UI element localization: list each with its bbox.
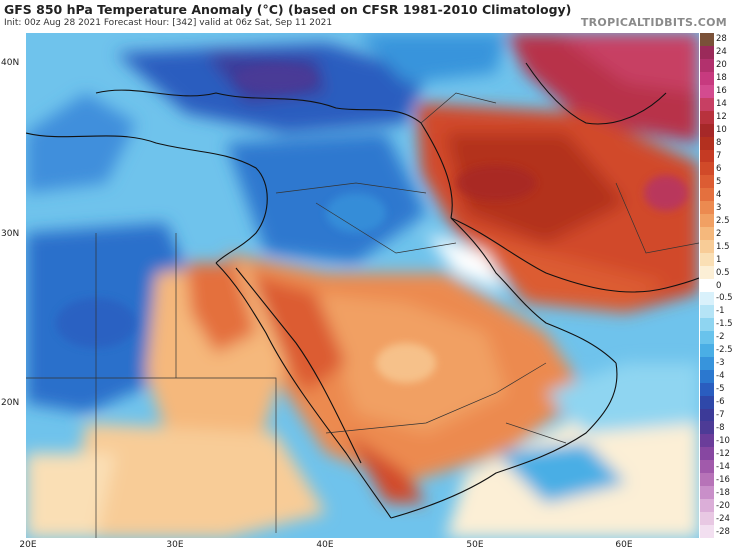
colorbar-label: -2 bbox=[716, 332, 725, 343]
colorbar-label: 7 bbox=[716, 151, 722, 161]
colorbar-swatch bbox=[700, 214, 714, 228]
colorbar-swatch bbox=[700, 162, 714, 176]
colorbar-label: 10 bbox=[716, 125, 727, 136]
colorbar-swatch bbox=[700, 512, 714, 526]
colorbar-label: -2.5 bbox=[716, 345, 733, 356]
colorbar-label: 16 bbox=[716, 86, 727, 97]
colorbar-label: 1.5 bbox=[716, 241, 730, 252]
colorbar-swatch bbox=[700, 525, 714, 539]
borders bbox=[26, 92, 699, 538]
colorbar-label: 5 bbox=[716, 176, 722, 187]
coastlines bbox=[26, 62, 699, 519]
colorbar-swatch bbox=[700, 253, 714, 267]
colorbar-swatch bbox=[700, 97, 714, 112]
colorbar-swatch bbox=[700, 486, 714, 500]
colorbar-label: -8 bbox=[716, 422, 725, 433]
colorbar-label: 4 bbox=[716, 189, 722, 200]
lon-label-60e: 60E bbox=[615, 540, 633, 550]
colorbar-swatch bbox=[700, 330, 714, 345]
colorbar-label: 6 bbox=[716, 163, 722, 174]
lon-label-50e: 50E bbox=[466, 540, 484, 550]
colorbar-label: -14 bbox=[716, 461, 730, 472]
colorbar-swatch bbox=[700, 240, 714, 254]
colorbar-label: -0.5 bbox=[716, 293, 733, 304]
lat-label-30n: 30N bbox=[1, 229, 20, 239]
colorbar-swatch bbox=[700, 279, 714, 293]
colorbar-label: -24 bbox=[716, 513, 730, 524]
colorbar-label: 1 bbox=[716, 254, 722, 265]
colorbar-label: -16 bbox=[716, 474, 730, 485]
lon-label-40e: 40E bbox=[316, 540, 334, 550]
lon-label-30e: 30E bbox=[166, 540, 184, 550]
map-title: GFS 850 hPa Temperature Anomaly (°C) (ba… bbox=[4, 2, 572, 17]
colorbar-label: -5 bbox=[716, 384, 725, 395]
colorbar-label: 18 bbox=[716, 73, 727, 84]
colorbar-label: -1.5 bbox=[716, 319, 733, 330]
colorbar-swatch bbox=[700, 33, 714, 47]
colorbar-swatch bbox=[700, 71, 714, 86]
colorbar-label: -7 bbox=[716, 409, 725, 420]
colorbar-label: 12 bbox=[716, 112, 727, 123]
colorbar-swatch bbox=[700, 45, 714, 60]
lat-label-20n: 20N bbox=[1, 398, 20, 408]
colorbar-label: 14 bbox=[716, 99, 727, 110]
colorbar-swatch bbox=[700, 136, 714, 151]
colorbar-swatch bbox=[700, 58, 714, 73]
colorbar-label: 0.5 bbox=[716, 267, 730, 278]
colorbar-swatch bbox=[700, 123, 714, 138]
colorbar-label: -20 bbox=[716, 500, 730, 511]
colorbar-label: 2 bbox=[716, 228, 722, 239]
colorbar-swatch bbox=[700, 447, 714, 461]
colorbar-swatch bbox=[700, 201, 714, 215]
anomaly-field bbox=[26, 33, 699, 538]
temperature-anomaly-map bbox=[26, 33, 699, 538]
colorbar-swatch bbox=[700, 110, 714, 125]
colorbar-swatch bbox=[700, 356, 714, 371]
colorbar-swatch bbox=[700, 395, 714, 409]
colorbar-label: 2.5 bbox=[716, 215, 730, 226]
colorbar-swatch bbox=[700, 434, 714, 448]
colorbar-label: -18 bbox=[716, 487, 730, 498]
colorbar-swatch bbox=[700, 84, 714, 99]
colorbar-swatch bbox=[700, 408, 714, 422]
map-graphic bbox=[26, 33, 699, 538]
colorbar-label: 28 bbox=[716, 34, 727, 45]
colorbar-swatch bbox=[700, 227, 714, 241]
colorbar-label: 0 bbox=[716, 280, 722, 291]
colorbar-swatch bbox=[700, 473, 714, 487]
site-brand: TROPICALTIDBITS.COM bbox=[580, 16, 727, 29]
colorbar-swatch bbox=[700, 343, 714, 358]
colorbar-label: -6 bbox=[716, 397, 725, 408]
colorbar-swatch bbox=[700, 382, 714, 397]
colorbar-swatch bbox=[700, 175, 714, 189]
colorbar-label: -4 bbox=[716, 371, 725, 382]
lon-label-20e: 20E bbox=[19, 540, 37, 550]
colorbar-swatch bbox=[700, 317, 714, 332]
colorbar-swatch bbox=[700, 369, 714, 384]
colorbar-label: 24 bbox=[716, 47, 727, 58]
map-subtitle: Init: 00z Aug 28 2021 Forecast Hour: [34… bbox=[4, 18, 333, 28]
colorbar-label: 8 bbox=[716, 138, 722, 149]
colorbar-swatch bbox=[700, 304, 714, 319]
colorbar-swatch bbox=[700, 149, 714, 163]
colorbar-label: 3 bbox=[716, 202, 722, 213]
colorbar-label: 20 bbox=[716, 60, 727, 71]
colorbar-swatch bbox=[700, 499, 714, 513]
colorbar-label: -1 bbox=[716, 306, 725, 317]
colorbar-swatch bbox=[700, 460, 714, 474]
colorbar bbox=[700, 33, 714, 539]
colorbar-swatch bbox=[700, 266, 714, 280]
colorbar-label: -10 bbox=[716, 435, 730, 446]
colorbar-swatch bbox=[700, 188, 714, 202]
colorbar-label: -28 bbox=[716, 526, 730, 537]
lat-label-40n: 40N bbox=[1, 58, 20, 68]
colorbar-swatch bbox=[700, 421, 714, 435]
colorbar-swatch bbox=[700, 291, 714, 306]
colorbar-label: -3 bbox=[716, 358, 725, 369]
colorbar-label: -12 bbox=[716, 448, 730, 459]
